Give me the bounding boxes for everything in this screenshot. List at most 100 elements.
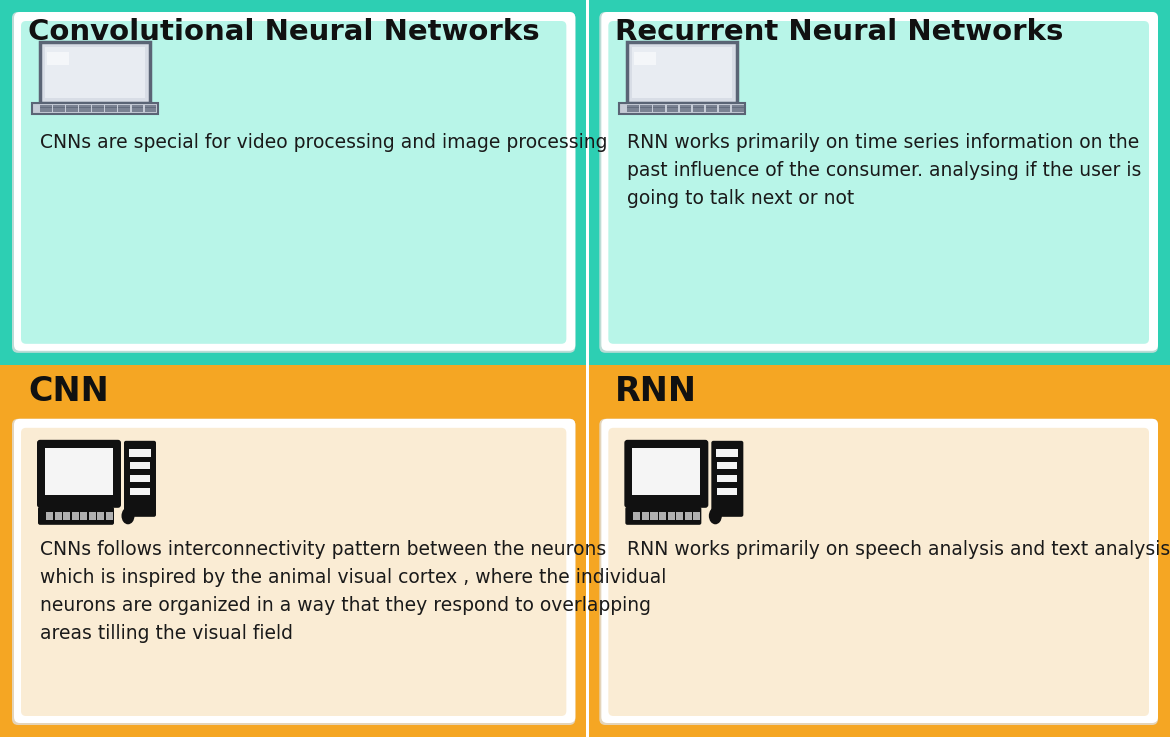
FancyBboxPatch shape <box>106 511 113 520</box>
FancyBboxPatch shape <box>67 108 77 110</box>
FancyBboxPatch shape <box>32 103 158 114</box>
FancyBboxPatch shape <box>40 108 51 110</box>
FancyBboxPatch shape <box>53 110 64 112</box>
FancyBboxPatch shape <box>67 105 77 108</box>
FancyBboxPatch shape <box>80 110 91 112</box>
FancyBboxPatch shape <box>37 440 121 508</box>
FancyBboxPatch shape <box>718 110 730 112</box>
FancyBboxPatch shape <box>81 511 88 520</box>
Ellipse shape <box>122 507 135 524</box>
FancyBboxPatch shape <box>40 42 150 103</box>
FancyBboxPatch shape <box>47 52 69 65</box>
FancyBboxPatch shape <box>608 427 1149 716</box>
FancyBboxPatch shape <box>706 108 717 110</box>
Text: CNNs are special for video processing and image processing: CNNs are special for video processing an… <box>40 133 607 152</box>
FancyBboxPatch shape <box>105 110 117 112</box>
FancyBboxPatch shape <box>694 511 701 520</box>
FancyBboxPatch shape <box>619 103 745 114</box>
FancyBboxPatch shape <box>80 105 91 108</box>
FancyBboxPatch shape <box>12 419 576 725</box>
FancyBboxPatch shape <box>627 110 639 112</box>
FancyBboxPatch shape <box>627 108 639 110</box>
FancyBboxPatch shape <box>625 440 708 508</box>
FancyBboxPatch shape <box>654 110 665 112</box>
FancyBboxPatch shape <box>642 511 649 520</box>
FancyBboxPatch shape <box>131 108 143 110</box>
FancyBboxPatch shape <box>14 419 576 723</box>
FancyBboxPatch shape <box>706 110 717 112</box>
FancyBboxPatch shape <box>67 110 77 112</box>
FancyBboxPatch shape <box>80 108 91 110</box>
FancyBboxPatch shape <box>640 110 652 112</box>
FancyBboxPatch shape <box>627 42 737 103</box>
Text: Recurrent Neural Networks: Recurrent Neural Networks <box>615 18 1064 46</box>
Ellipse shape <box>709 507 722 524</box>
FancyBboxPatch shape <box>97 511 104 520</box>
Text: RNN: RNN <box>615 375 697 408</box>
FancyBboxPatch shape <box>63 511 70 520</box>
FancyBboxPatch shape <box>693 105 704 108</box>
FancyBboxPatch shape <box>61 513 97 519</box>
FancyBboxPatch shape <box>105 105 117 108</box>
FancyBboxPatch shape <box>21 427 566 716</box>
FancyBboxPatch shape <box>118 108 130 110</box>
FancyBboxPatch shape <box>21 21 566 344</box>
FancyBboxPatch shape <box>693 110 704 112</box>
FancyBboxPatch shape <box>732 110 744 112</box>
FancyBboxPatch shape <box>40 105 51 108</box>
FancyBboxPatch shape <box>632 47 732 98</box>
FancyBboxPatch shape <box>718 105 730 108</box>
FancyBboxPatch shape <box>634 52 656 65</box>
FancyBboxPatch shape <box>680 108 691 110</box>
FancyBboxPatch shape <box>129 449 151 457</box>
FancyBboxPatch shape <box>124 441 156 517</box>
FancyBboxPatch shape <box>608 21 1149 344</box>
FancyBboxPatch shape <box>732 108 744 110</box>
FancyBboxPatch shape <box>130 488 150 495</box>
FancyBboxPatch shape <box>118 110 130 112</box>
FancyBboxPatch shape <box>684 511 691 520</box>
FancyBboxPatch shape <box>651 511 658 520</box>
FancyBboxPatch shape <box>599 12 1158 353</box>
FancyBboxPatch shape <box>75 503 83 515</box>
FancyBboxPatch shape <box>601 419 1158 723</box>
FancyBboxPatch shape <box>130 475 150 482</box>
Text: CNNs follows interconnectivity pattern between the neurons
which is inspired by : CNNs follows interconnectivity pattern b… <box>40 539 667 643</box>
FancyBboxPatch shape <box>130 462 150 469</box>
FancyBboxPatch shape <box>693 108 704 110</box>
FancyBboxPatch shape <box>680 105 691 108</box>
FancyBboxPatch shape <box>55 511 62 520</box>
FancyBboxPatch shape <box>599 419 1158 725</box>
FancyBboxPatch shape <box>44 47 145 98</box>
FancyBboxPatch shape <box>633 511 640 520</box>
FancyBboxPatch shape <box>586 0 590 737</box>
FancyBboxPatch shape <box>718 108 730 110</box>
FancyBboxPatch shape <box>668 511 675 520</box>
FancyBboxPatch shape <box>53 108 64 110</box>
FancyBboxPatch shape <box>145 108 157 110</box>
FancyBboxPatch shape <box>12 12 576 353</box>
FancyBboxPatch shape <box>92 110 104 112</box>
FancyBboxPatch shape <box>667 110 679 112</box>
FancyBboxPatch shape <box>706 105 717 108</box>
FancyBboxPatch shape <box>676 511 683 520</box>
Text: RNN works primarily on speech analysis and text analysis: RNN works primarily on speech analysis a… <box>627 539 1170 559</box>
FancyBboxPatch shape <box>37 507 113 525</box>
FancyBboxPatch shape <box>625 507 701 525</box>
FancyBboxPatch shape <box>659 511 666 520</box>
FancyBboxPatch shape <box>46 511 53 520</box>
FancyBboxPatch shape <box>667 108 679 110</box>
FancyBboxPatch shape <box>716 449 738 457</box>
FancyBboxPatch shape <box>131 110 143 112</box>
FancyBboxPatch shape <box>640 105 652 108</box>
FancyBboxPatch shape <box>627 105 639 108</box>
FancyBboxPatch shape <box>0 365 1170 737</box>
FancyBboxPatch shape <box>654 108 665 110</box>
FancyBboxPatch shape <box>667 105 679 108</box>
FancyBboxPatch shape <box>732 105 744 108</box>
FancyBboxPatch shape <box>105 108 117 110</box>
FancyBboxPatch shape <box>53 105 64 108</box>
Text: Convolutional Neural Networks: Convolutional Neural Networks <box>28 18 539 46</box>
FancyBboxPatch shape <box>648 513 684 519</box>
FancyBboxPatch shape <box>680 110 691 112</box>
